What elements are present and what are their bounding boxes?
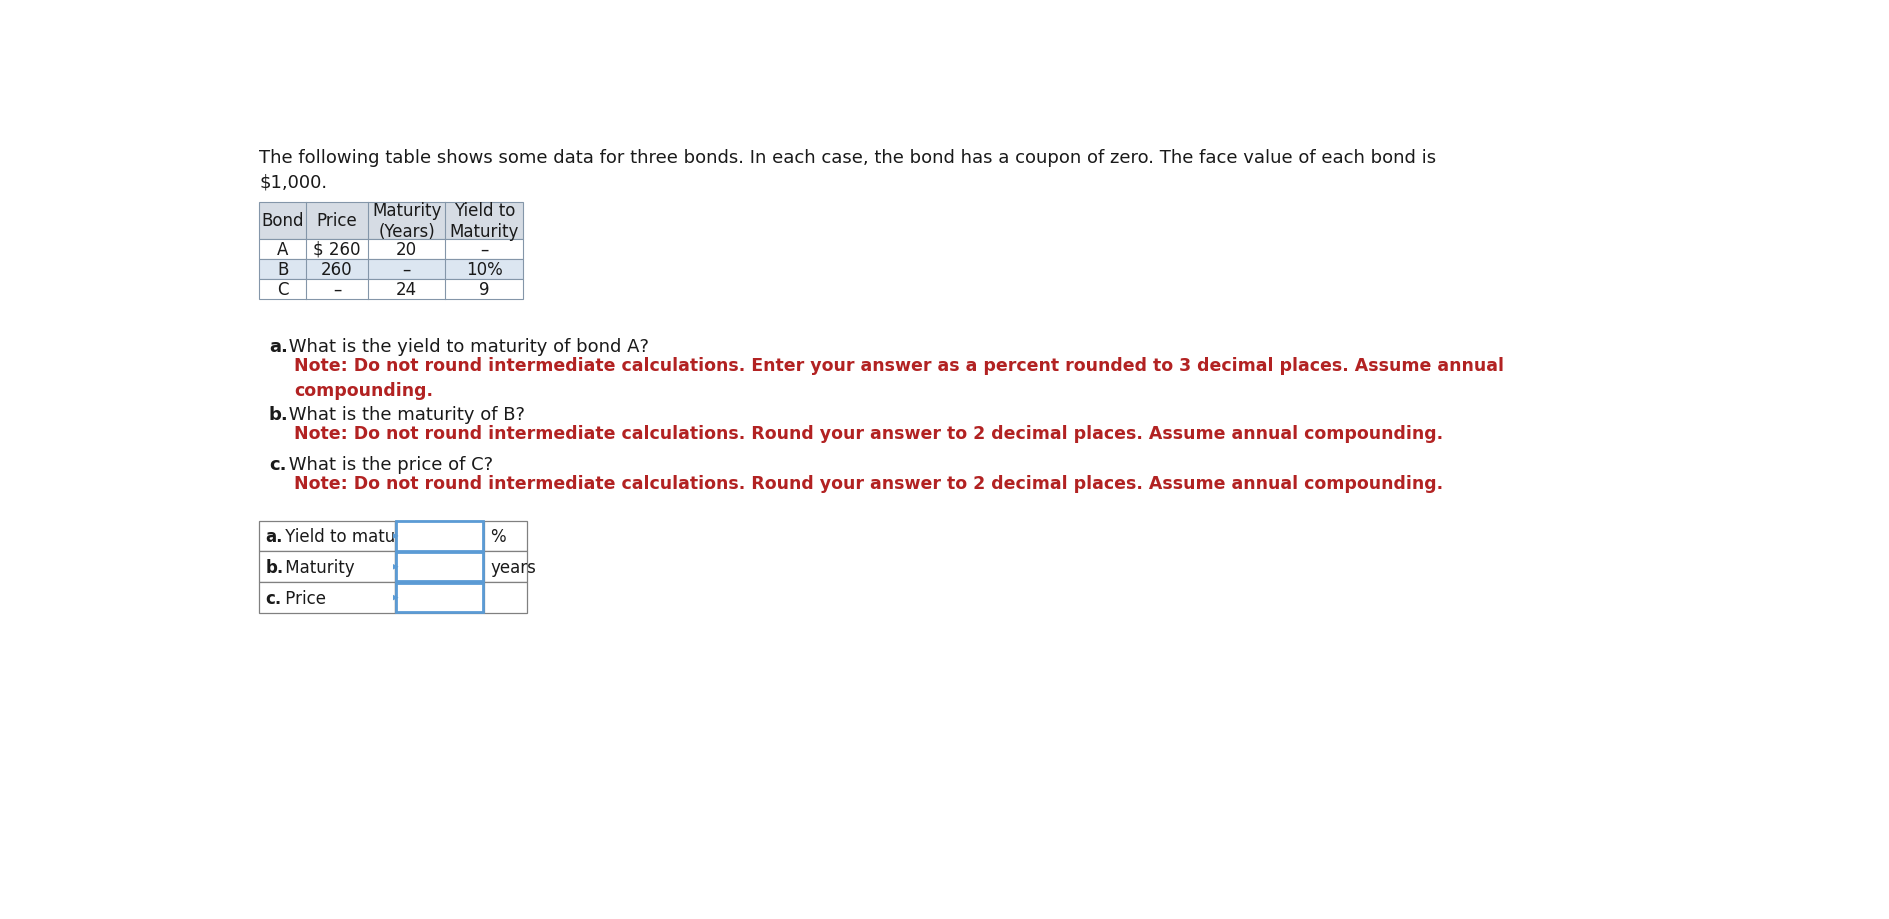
Text: b.: b. xyxy=(266,558,283,576)
Bar xyxy=(259,202,523,240)
Text: Note: Do not round intermediate calculations. Round your answer to 2 decimal pla: Note: Do not round intermediate calculat… xyxy=(295,424,1443,442)
Bar xyxy=(259,240,523,259)
Text: What is the yield to maturity of bond A?: What is the yield to maturity of bond A? xyxy=(283,338,648,356)
Text: Note: Do not round intermediate calculations. Round your answer to 2 decimal pla: Note: Do not round intermediate calculat… xyxy=(295,474,1443,492)
Text: 9: 9 xyxy=(478,280,489,299)
Text: 260: 260 xyxy=(321,260,353,278)
Bar xyxy=(259,583,395,613)
Bar xyxy=(395,584,484,613)
Text: %: % xyxy=(489,528,506,545)
Text: Maturity: Maturity xyxy=(280,558,353,576)
Bar xyxy=(395,551,484,583)
Text: Price: Price xyxy=(317,212,357,230)
Text: a.: a. xyxy=(268,338,287,356)
Bar xyxy=(484,551,527,583)
Text: 24: 24 xyxy=(397,280,417,299)
Text: $1,000.: $1,000. xyxy=(259,174,327,191)
Text: $ 260: $ 260 xyxy=(314,241,361,258)
Bar xyxy=(395,552,484,582)
Bar xyxy=(395,583,484,613)
Text: Note: Do not round intermediate calculations. Enter your answer as a percent rou: Note: Do not round intermediate calculat… xyxy=(295,357,1504,400)
Text: –: – xyxy=(402,260,410,278)
Text: –: – xyxy=(480,241,487,258)
Text: years: years xyxy=(489,558,536,576)
Text: Maturity
(Years): Maturity (Years) xyxy=(372,201,442,241)
Bar xyxy=(259,521,395,551)
Bar xyxy=(484,521,527,551)
Text: What is the maturity of B?: What is the maturity of B? xyxy=(283,405,525,424)
Bar xyxy=(259,279,523,300)
Text: b.: b. xyxy=(268,405,289,424)
Text: C: C xyxy=(278,280,289,299)
Text: c.: c. xyxy=(268,456,285,473)
Text: Price: Price xyxy=(280,589,325,607)
Bar xyxy=(259,259,523,279)
Text: –: – xyxy=(332,280,342,299)
Text: A: A xyxy=(278,241,289,258)
Bar xyxy=(259,551,395,583)
Text: B: B xyxy=(278,260,289,278)
Text: Yield to maturity: Yield to maturity xyxy=(280,528,423,545)
Text: Yield to
Maturity: Yield to Maturity xyxy=(450,201,519,241)
Text: 10%: 10% xyxy=(465,260,502,278)
Text: c.: c. xyxy=(266,589,281,607)
Text: Bond: Bond xyxy=(261,212,304,230)
Bar xyxy=(395,521,484,551)
Text: The following table shows some data for three bonds. In each case, the bond has : The following table shows some data for … xyxy=(259,149,1436,166)
Bar xyxy=(484,583,527,613)
Text: a.: a. xyxy=(266,528,283,545)
Bar xyxy=(395,522,484,551)
Text: What is the price of C?: What is the price of C? xyxy=(283,456,493,473)
Text: 20: 20 xyxy=(397,241,417,258)
